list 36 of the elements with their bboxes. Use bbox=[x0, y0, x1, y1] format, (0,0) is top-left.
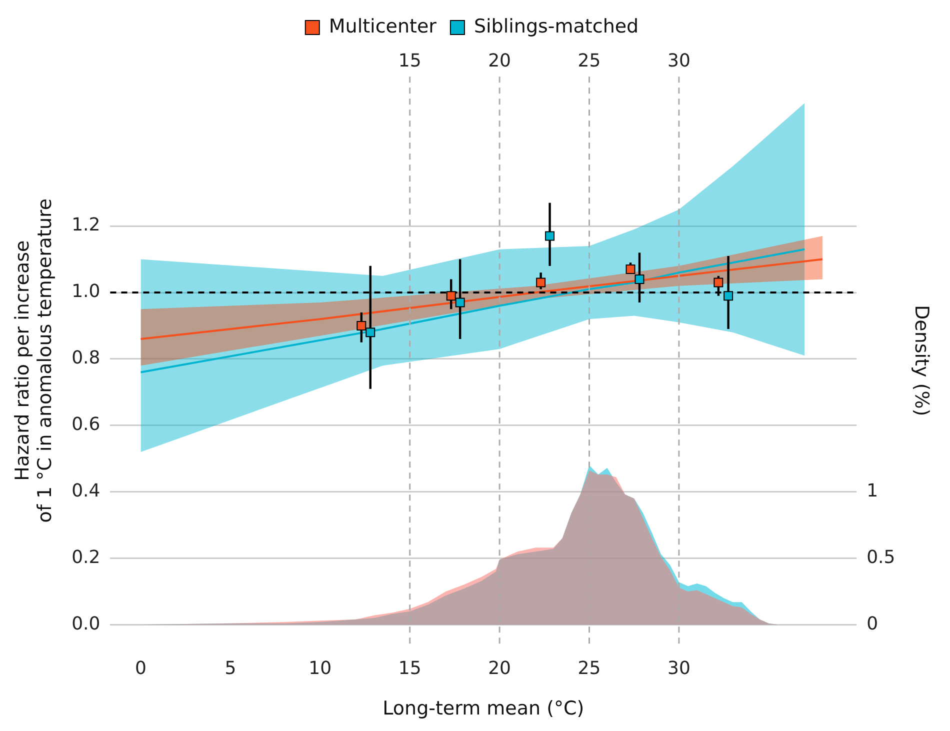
x2-tick-label: 20 bbox=[488, 50, 511, 72]
point bbox=[545, 231, 555, 241]
legend-label: Siblings-matched bbox=[474, 15, 639, 38]
point bbox=[446, 291, 456, 301]
x-tick-label: 20 bbox=[488, 658, 511, 680]
x2-tick-label: 15 bbox=[398, 50, 422, 72]
y-tick-label: 1.0 bbox=[72, 281, 100, 302]
x-axis-title: Long-term mean (°C) bbox=[382, 698, 584, 720]
x-tick-label: 5 bbox=[224, 658, 236, 680]
point bbox=[626, 264, 636, 274]
point bbox=[536, 278, 546, 288]
y-axis-title: Hazard ratio per increase of 1 °C in anomalous temperature bbox=[11, 198, 56, 523]
legend-label: Multicenter bbox=[328, 15, 437, 38]
point bbox=[714, 278, 724, 288]
y2-axis-title: Density (%) bbox=[910, 305, 933, 416]
x-tick-label: 10 bbox=[308, 658, 332, 680]
y-tick-label: 0.2 bbox=[72, 546, 100, 568]
y2-tick-label: 1 bbox=[866, 480, 878, 502]
x-tick-label: 15 bbox=[398, 658, 422, 680]
x-tick-label: 25 bbox=[578, 658, 601, 680]
point bbox=[455, 298, 465, 308]
y-tick-label: 0.8 bbox=[72, 348, 100, 369]
y-tick-label: 0.6 bbox=[72, 414, 100, 436]
x2-tick-label: 25 bbox=[578, 50, 601, 72]
x-tick-label: 30 bbox=[668, 658, 690, 680]
y-tick-label: 0.4 bbox=[72, 480, 100, 502]
y2-tick-label: 0 bbox=[866, 613, 878, 634]
point bbox=[724, 291, 734, 301]
x-tick-label: 0 bbox=[135, 658, 146, 680]
y-tick-label: 1.2 bbox=[72, 214, 100, 236]
point bbox=[634, 274, 644, 284]
x2-tick-label: 30 bbox=[668, 50, 690, 72]
y2-tick-label: 0.5 bbox=[866, 546, 896, 568]
point bbox=[366, 328, 376, 338]
point bbox=[356, 320, 366, 330]
y-tick-label: 0.0 bbox=[72, 613, 100, 634]
